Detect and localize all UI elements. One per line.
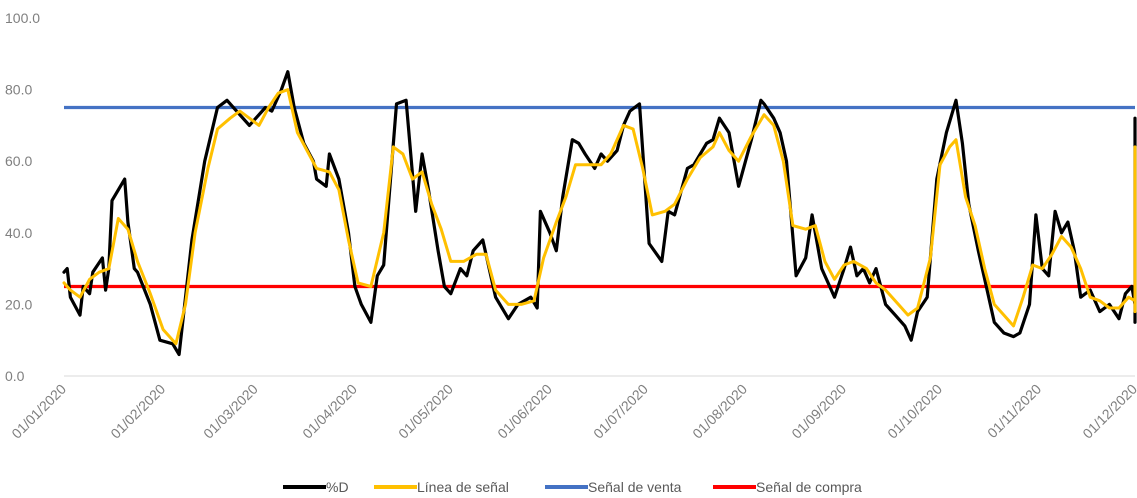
legend-label: Señal de venta: [588, 479, 682, 495]
legend-label: Señal de compra: [756, 479, 862, 495]
y-axis-tick-labels: 0.0 20.0 40.0 60.0 80.0 100.0: [5, 10, 40, 384]
x-tick-label: 01/03/2020: [200, 381, 261, 442]
y-tick-label: 60.0: [5, 153, 32, 169]
y-tick-label: 40.0: [5, 225, 32, 241]
x-tick-label: 01/06/2020: [494, 381, 555, 442]
series-lines: [62, 70, 1137, 357]
legend: %D Línea de señal Señal de venta Señal de c…: [283, 479, 862, 495]
x-axis-tick-labels: 01/01/2020 01/02/2020 01/03/2020 01/04/2020…: [8, 381, 1137, 442]
x-tick-label: 01/09/2020: [788, 381, 849, 442]
legend-label: %D: [326, 479, 349, 495]
x-tick-label: 01/10/2020: [884, 381, 945, 442]
x-tick-label: 01/01/2020: [8, 381, 69, 442]
x-tick-label: 01/12/2020: [1079, 381, 1137, 442]
series-line: [62, 70, 1137, 357]
x-tick-label: 01/04/2020: [299, 381, 360, 442]
y-tick-label: 20.0: [5, 296, 32, 312]
x-tick-label: 01/05/2020: [395, 381, 456, 442]
y-tick-label: 0.0: [5, 368, 25, 384]
y-tick-label: 100.0: [5, 10, 40, 26]
x-tick-label: 01/08/2020: [689, 381, 750, 442]
x-tick-label: 01/07/2020: [590, 381, 651, 442]
x-tick-label: 01/11/2020: [984, 381, 1044, 441]
y-tick-label: 80.0: [5, 82, 32, 98]
series-line: [62, 88, 1137, 346]
x-tick-label: 01/02/2020: [107, 381, 168, 442]
legend-label: Línea de señal: [417, 479, 509, 495]
